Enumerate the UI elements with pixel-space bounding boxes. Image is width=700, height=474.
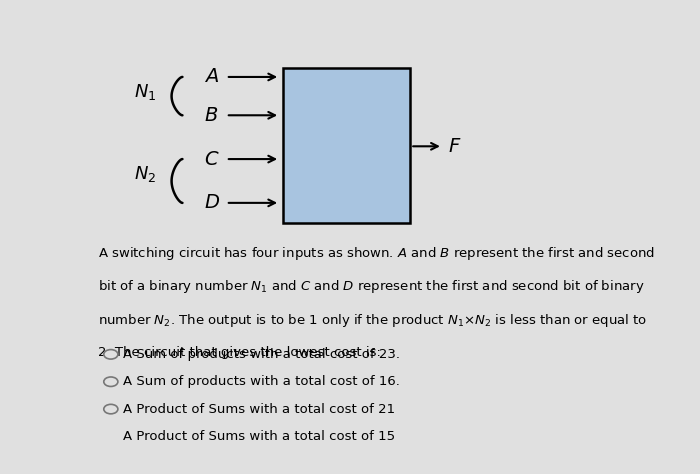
Text: $B$: $B$ — [204, 106, 218, 125]
Text: $C$: $C$ — [204, 150, 220, 169]
Text: bit of a binary number $N_1$ and $C$ and $D$ represent the first and second bit : bit of a binary number $N_1$ and $C$ and… — [98, 278, 645, 295]
Text: A Sum of products with a total cost of 23.: A Sum of products with a total cost of 2… — [122, 348, 400, 361]
Text: A Product of Sums with a total cost of 21: A Product of Sums with a total cost of 2… — [122, 402, 395, 416]
Text: $A$: $A$ — [204, 67, 219, 86]
Circle shape — [104, 432, 118, 441]
Circle shape — [104, 350, 118, 359]
Circle shape — [104, 404, 118, 414]
Bar — [283, 68, 410, 223]
Text: $D$: $D$ — [204, 193, 220, 212]
Text: A Product of Sums with a total cost of 15: A Product of Sums with a total cost of 1… — [122, 430, 395, 443]
Text: $N_1$: $N_1$ — [134, 82, 156, 101]
Text: $N_2$: $N_2$ — [134, 164, 156, 183]
Circle shape — [104, 377, 118, 386]
Text: A switching circuit has four inputs as shown. $A$ and $B$ represent the first an: A switching circuit has four inputs as s… — [98, 245, 655, 262]
Text: 2. The circuit that gives the lowest cost is:: 2. The circuit that gives the lowest cos… — [98, 346, 382, 358]
Text: $F$: $F$ — [448, 137, 462, 156]
Text: A Sum of products with a total cost of 16.: A Sum of products with a total cost of 1… — [122, 375, 400, 388]
Text: number $N_2$. The output is to be 1 only if the product $N_1$$\times$$N_2$ is le: number $N_2$. The output is to be 1 only… — [98, 312, 648, 329]
